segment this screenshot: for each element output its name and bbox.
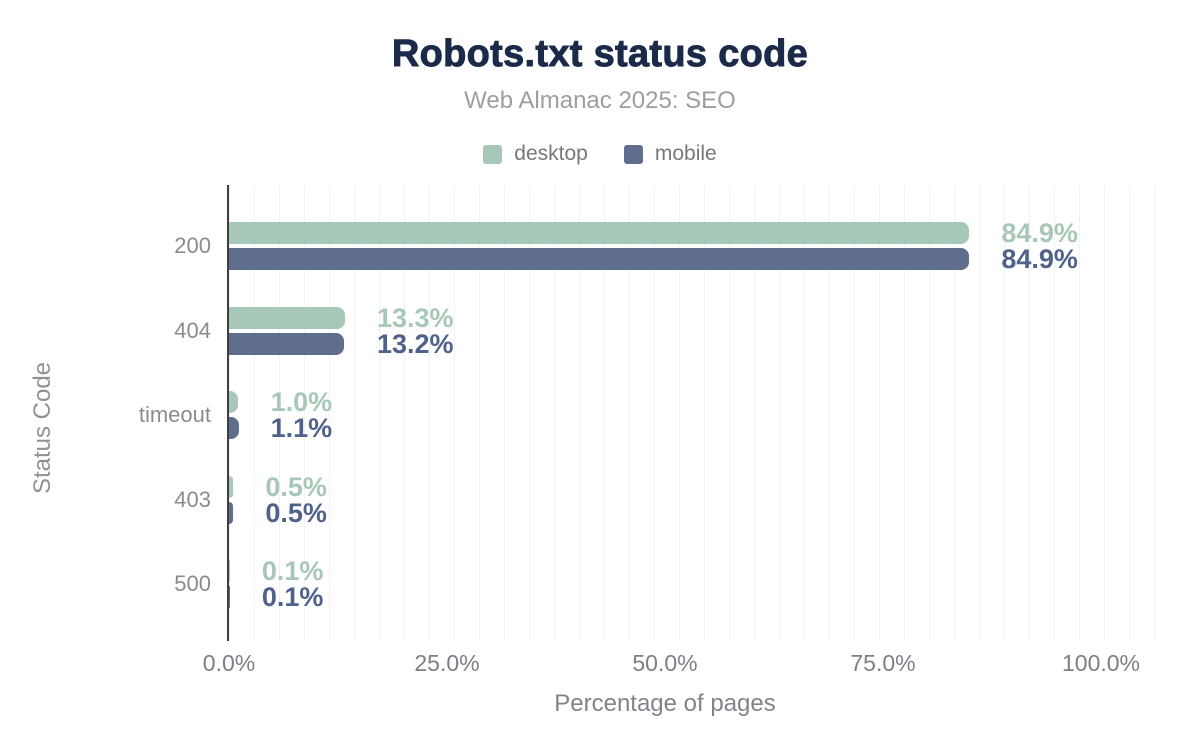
y-axis-category-label: timeout <box>138 402 211 427</box>
bar-desktop <box>229 391 238 413</box>
value-label-mobile: 1.1% <box>270 413 333 443</box>
x-axis-tick-label: 50.0% <box>632 650 698 676</box>
y-axis-category-label: 403 <box>174 486 211 512</box>
legend-item-mobile[interactable]: mobile <box>623 142 717 166</box>
legend-item-desktop[interactable]: desktop <box>483 142 588 166</box>
value-label-mobile: 13.2% <box>376 328 454 359</box>
legend: desktop mobile <box>0 142 1200 166</box>
bar-mobile <box>229 501 234 524</box>
value-label-desktop: 13.3% <box>376 302 454 333</box>
bar-group: 403 0.5% 0.5% <box>174 471 1175 528</box>
x-axis-tick-label: 0.0% <box>202 650 256 676</box>
bar-mobile <box>229 417 239 439</box>
value-label-desktop: 1.0% <box>270 387 333 417</box>
legend-label-mobile: mobile <box>654 142 717 165</box>
value-label-desktop: 0.1% <box>261 555 324 586</box>
bar-desktop <box>229 559 231 582</box>
value-label-mobile: 0.1% <box>261 581 324 612</box>
legend-label-desktop: desktop <box>514 142 588 165</box>
bar-mobile <box>229 585 231 608</box>
bar-mobile <box>229 248 970 270</box>
y-axis-category-label: 404 <box>174 317 211 343</box>
chart-title: Robots.txt status code <box>391 33 809 76</box>
x-axis-title: Percentage of pages <box>554 690 776 717</box>
x-axis-tick-label: 25.0% <box>414 650 480 676</box>
y-axis-category-label: 500 <box>174 570 211 596</box>
value-label-desktop: 84.9% <box>1001 218 1078 248</box>
bar-mobile <box>229 332 345 355</box>
y-axis-category-label: 200 <box>174 233 211 258</box>
x-axis-tick-label: 100.0% <box>1061 650 1141 676</box>
x-axis-tick-label: 75.0% <box>850 650 916 676</box>
legend-swatch-desktop-icon <box>483 144 503 164</box>
chart-subtitle: Web Almanac 2025: SEO <box>464 87 736 114</box>
bar-desktop <box>229 475 234 498</box>
x-axis: 0.0% 25.0% 50.0% 75.0% 100.0% <box>203 650 1140 678</box>
value-label-mobile: 84.9% <box>1001 244 1078 274</box>
value-label-desktop: 0.5% <box>265 471 327 502</box>
bar-group: timeout 1.0% 1.1% <box>139 387 1175 443</box>
bar-group: 404 13.3% 13.2% <box>174 302 1175 359</box>
bar-desktop <box>229 306 345 329</box>
bar-group: 200 84.9% 84.9% <box>174 218 1175 274</box>
bar-desktop <box>229 222 970 244</box>
legend-swatch-mobile-icon <box>623 144 643 164</box>
bar-group: 500 0.1% 0.1% <box>174 555 1175 612</box>
y-axis-title: Status Code <box>29 361 56 495</box>
plot-area: 200 84.9% 84.9% 404 13.3% 13.2% timeout … <box>139 185 1175 641</box>
value-label-mobile: 0.5% <box>265 497 327 528</box>
